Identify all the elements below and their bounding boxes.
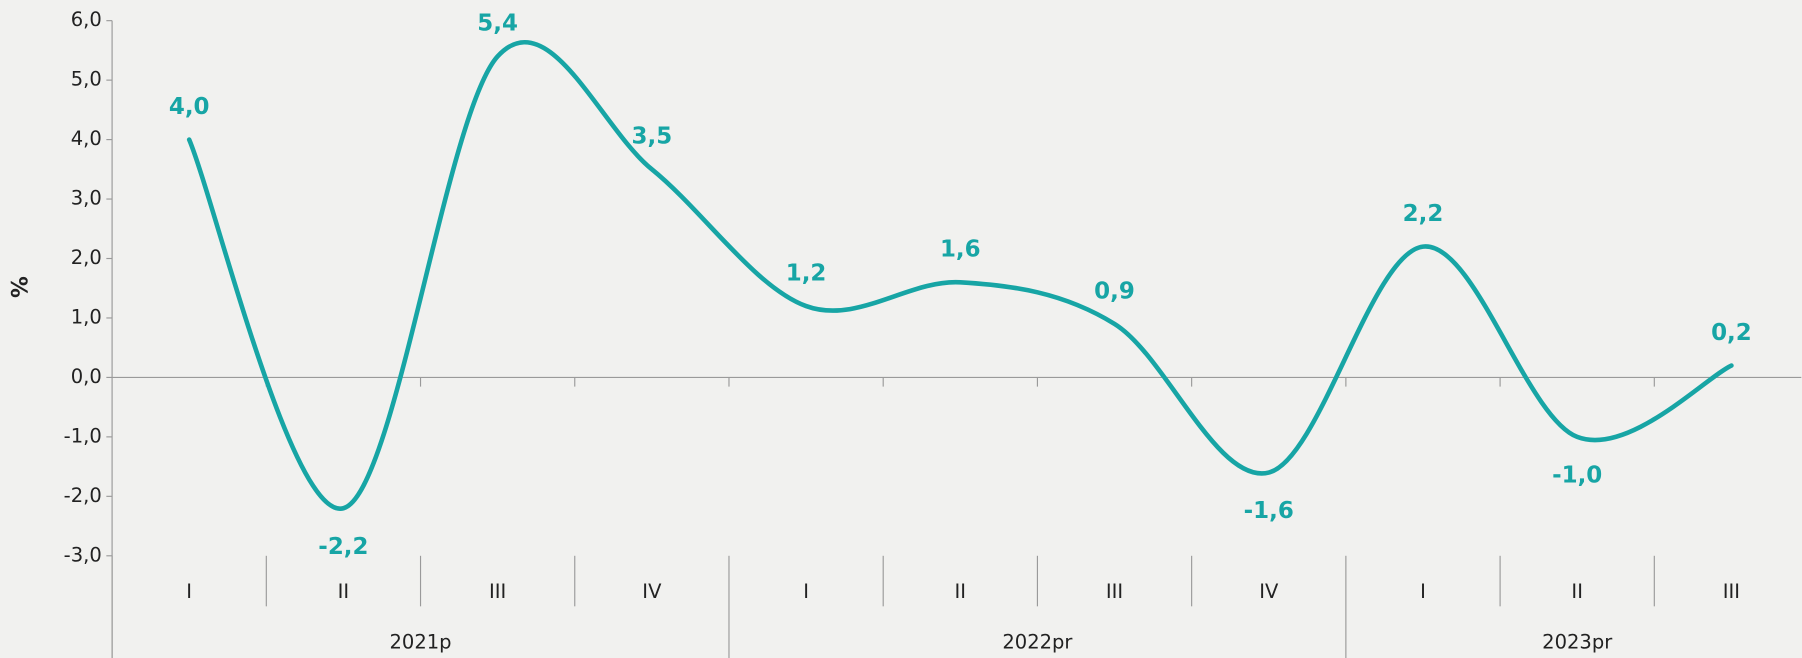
x-tick-label: III <box>489 580 506 603</box>
data-label: -1,0 <box>1552 462 1602 488</box>
y-tick-label: 0,0 <box>71 365 102 388</box>
y-tick-label: 2,0 <box>71 246 102 269</box>
x-tick-label: I <box>803 580 809 603</box>
y-tick-label: -1,0 <box>64 424 102 447</box>
y-tick-label: 3,0 <box>71 187 102 210</box>
y-tick-label: 1,0 <box>71 305 102 328</box>
group-label: 2022pr <box>1002 631 1073 654</box>
y-tick-label: 5,0 <box>71 68 102 91</box>
y-tick-label: -2,0 <box>64 484 102 507</box>
x-tick-label: I <box>1420 580 1426 603</box>
x-tick-label: I <box>186 580 192 603</box>
x-tick-label: II <box>955 580 967 603</box>
y-tick-label: 4,0 <box>71 127 102 150</box>
group-label: 2021p <box>390 631 452 654</box>
data-label: 0,9 <box>1094 278 1135 304</box>
data-label: 5,4 <box>477 11 518 37</box>
x-tick-label: III <box>1106 580 1123 603</box>
x-tick-label: IV <box>642 580 662 603</box>
data-label: 3,5 <box>632 124 673 150</box>
y-tick-label: 6,0 <box>71 8 102 31</box>
y-tick-label: -3,0 <box>64 543 102 566</box>
data-label: -2,2 <box>318 534 368 560</box>
data-label: 2,2 <box>1403 201 1444 227</box>
group-label: 2023pr <box>1542 631 1613 654</box>
data-label: 4,0 <box>169 94 210 120</box>
data-label: 0,2 <box>1711 320 1752 346</box>
x-tick-label: III <box>1723 580 1740 603</box>
data-label: 1,6 <box>940 237 981 263</box>
data-label: 1,2 <box>786 260 827 286</box>
data-label: -1,6 <box>1244 498 1294 524</box>
line <box>186 39 1734 511</box>
x-tick-label: II <box>1571 580 1583 603</box>
y-axis-label: % <box>8 276 33 298</box>
x-tick-label: II <box>338 580 350 603</box>
x-tick-label: IV <box>1259 580 1279 603</box>
